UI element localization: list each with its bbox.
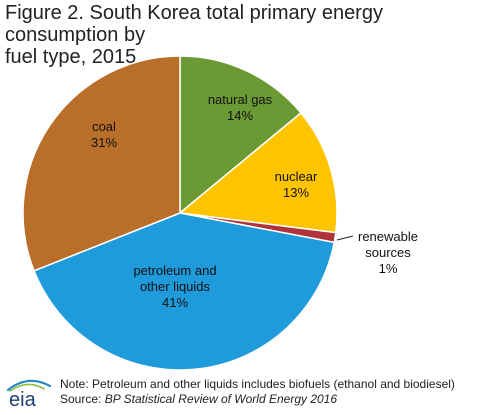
eia-logo-text: eia (9, 389, 37, 409)
label-coal: coal 31% (91, 119, 117, 150)
eia-logo: eia (6, 379, 52, 409)
label-petroleum-line-2: other liquids (140, 279, 211, 294)
slice-natural-gas (179, 55, 303, 215)
label-natural-gas-line-2: 14% (227, 108, 253, 123)
label-petroleum-line-3: 41% (162, 295, 188, 310)
label-nuclear-line-2: 13% (283, 185, 309, 200)
pie-slices (22, 55, 338, 370)
slice-petroleum (33, 212, 336, 370)
label-coal-line-1: coal (92, 119, 116, 134)
pie-chart: natural gas 14% nuclear 13% renewable sources… (22, 55, 418, 370)
leader-line-renewable (336, 235, 354, 241)
pie-labels: natural gas 14% nuclear 13% renewable sources… (91, 92, 418, 310)
label-coal-line-2: 31% (91, 135, 117, 150)
label-nuclear: nuclear 13% (275, 169, 318, 200)
source-prefix: Source: (60, 392, 105, 406)
label-natural-gas: natural gas 14% (208, 92, 273, 123)
chart-title: Figure 2. South Korea total primary ener… (5, 2, 495, 68)
chart-title-line-1: Figure 2. South Korea total primary ener… (5, 2, 383, 46)
label-nuclear-line-1: nuclear (275, 169, 318, 184)
label-renewable-line-2: sources (365, 245, 411, 260)
label-petroleum-line-1: petroleum and (133, 263, 216, 278)
chart-title-line-2: fuel type, 2015 (5, 46, 137, 68)
label-natural-gas-line-1: natural gas (208, 92, 273, 107)
footer: eia Note: Petroleum and other liquids in… (4, 374, 494, 414)
slice-coal (22, 55, 181, 272)
slice-nuclear (178, 111, 338, 234)
label-renewable: renewable sources 1% (358, 229, 418, 276)
footer-note: Note: Petroleum and other liquids includ… (60, 377, 455, 391)
label-petroleum: petroleum and other liquids 41% (133, 263, 216, 310)
footer-notes: Note: Petroleum and other liquids includ… (60, 377, 455, 407)
footer-source: Source: BP Statistical Review of World E… (60, 392, 455, 407)
label-renewable-line-3: 1% (379, 261, 398, 276)
source-title: BP Statistical Review of World Energy 20… (104, 392, 338, 406)
label-renewable-line-1: renewable (358, 229, 418, 244)
